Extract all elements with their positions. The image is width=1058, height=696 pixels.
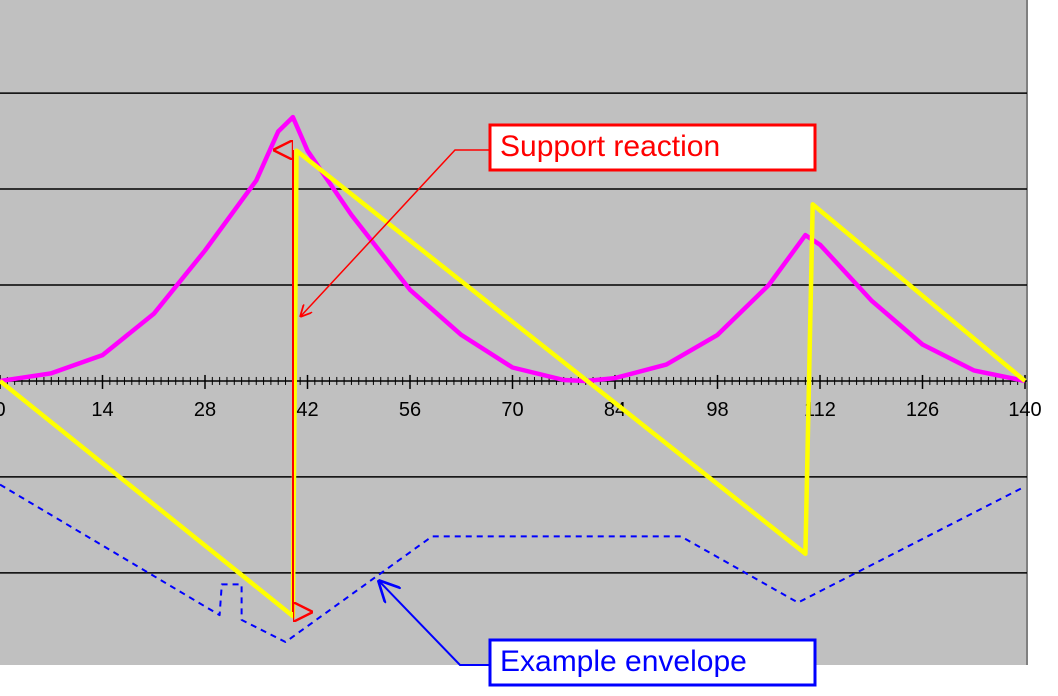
series-line: [0, 483, 1026, 643]
series-line: [0, 114, 1026, 384]
x-tick-label: 56: [399, 399, 421, 421]
x-tick-label: 14: [91, 399, 113, 421]
annotation: Support reaction: [500, 130, 720, 163]
x-tick-label: 70: [501, 399, 523, 421]
x-tick-label: 112: [804, 399, 836, 421]
grid: [0, 92, 1027, 574]
annotation: Example envelope: [500, 645, 747, 678]
x-tick-label: 28: [194, 399, 216, 421]
leader-line: [378, 580, 490, 666]
x-tick-label: 98: [706, 399, 728, 421]
annotation-box: [488, 123, 817, 172]
leader-line: [300, 149, 490, 317]
x-tick-label: 140: [1008, 399, 1041, 421]
envelope-callout: Example envelope: [378, 580, 817, 687]
series: [0, 114, 1027, 643]
series-line: [0, 148, 1027, 619]
x-tick-label: 126: [906, 399, 939, 421]
x-tick-label: 42: [296, 399, 318, 421]
support-reaction-callout: Support reaction: [293, 123, 817, 612]
x-tick-label: 0: [0, 399, 6, 421]
plot-background: [0, 0, 1027, 665]
annotation-box: [488, 638, 817, 687]
